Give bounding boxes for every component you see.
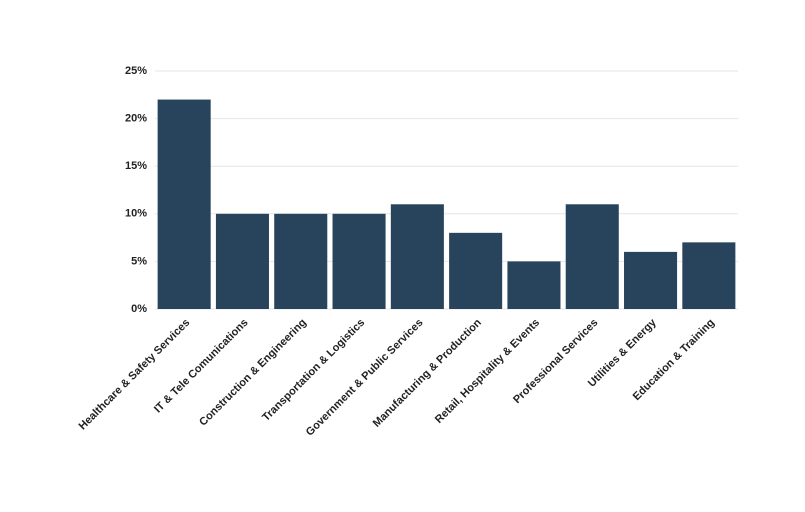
y-tick-label: 5% xyxy=(131,255,147,267)
x-tick-label: Retail, Hospitality & Events xyxy=(433,317,542,426)
y-tick-label: 25% xyxy=(125,65,147,77)
bar xyxy=(390,204,444,309)
x-tick-label: Construction & Engineering xyxy=(197,317,309,429)
y-tick-label: 15% xyxy=(125,160,147,172)
bar xyxy=(215,213,269,309)
bar xyxy=(449,232,503,309)
x-tick-label: Government & Public Services xyxy=(304,317,426,439)
y-tick-label: 10% xyxy=(125,208,147,220)
bar xyxy=(274,213,328,309)
bar xyxy=(507,261,561,309)
x-tick-label: IT & Tele Comunications xyxy=(152,317,251,416)
y-tick-label: 0% xyxy=(131,303,147,315)
bar xyxy=(682,242,736,309)
bar xyxy=(332,213,386,309)
bar xyxy=(624,251,678,309)
x-tick-label: Transportation & Logistics xyxy=(260,317,367,424)
y-tick-label: 20% xyxy=(125,113,147,125)
x-tick-label: Manufacturing & Production xyxy=(371,316,484,429)
x-tick-label: Healthcare & Safety Services xyxy=(77,317,193,433)
bar xyxy=(157,99,211,309)
bar xyxy=(565,204,619,309)
